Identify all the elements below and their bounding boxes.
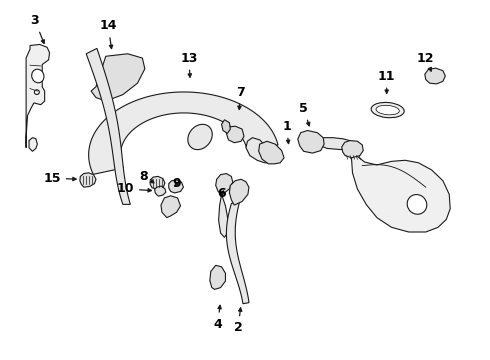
Text: 1: 1 [282,120,291,144]
Text: 12: 12 [417,51,435,71]
Ellipse shape [376,105,399,115]
Polygon shape [155,186,166,196]
Text: 4: 4 [213,305,222,331]
Polygon shape [425,68,445,84]
Polygon shape [210,265,225,289]
Text: 13: 13 [180,51,197,77]
Ellipse shape [188,124,212,150]
Polygon shape [226,202,249,304]
Text: 6: 6 [217,187,226,200]
Polygon shape [229,179,249,205]
Polygon shape [219,194,228,237]
Text: 5: 5 [299,102,310,126]
Ellipse shape [407,194,427,214]
Polygon shape [318,138,355,149]
Polygon shape [80,173,96,187]
Text: 11: 11 [378,69,395,93]
Text: 15: 15 [43,172,76,185]
Polygon shape [246,138,272,163]
Polygon shape [342,140,363,158]
Text: 9: 9 [172,177,181,190]
Polygon shape [26,44,49,148]
Text: 14: 14 [99,19,117,49]
Text: 10: 10 [117,183,151,195]
Ellipse shape [32,69,44,83]
Ellipse shape [371,103,404,118]
Polygon shape [259,141,284,164]
Polygon shape [298,131,324,153]
Polygon shape [216,174,233,194]
Polygon shape [86,48,130,204]
Polygon shape [169,180,183,193]
Polygon shape [226,126,244,143]
Polygon shape [351,148,450,232]
Text: 8: 8 [140,170,154,183]
Polygon shape [29,138,37,151]
Polygon shape [161,196,180,218]
Text: 7: 7 [236,86,245,109]
Text: 2: 2 [234,308,243,334]
Polygon shape [150,176,165,189]
Polygon shape [89,92,278,174]
Polygon shape [91,54,145,101]
Ellipse shape [34,90,39,94]
Text: 3: 3 [30,14,45,44]
Polygon shape [221,120,230,134]
